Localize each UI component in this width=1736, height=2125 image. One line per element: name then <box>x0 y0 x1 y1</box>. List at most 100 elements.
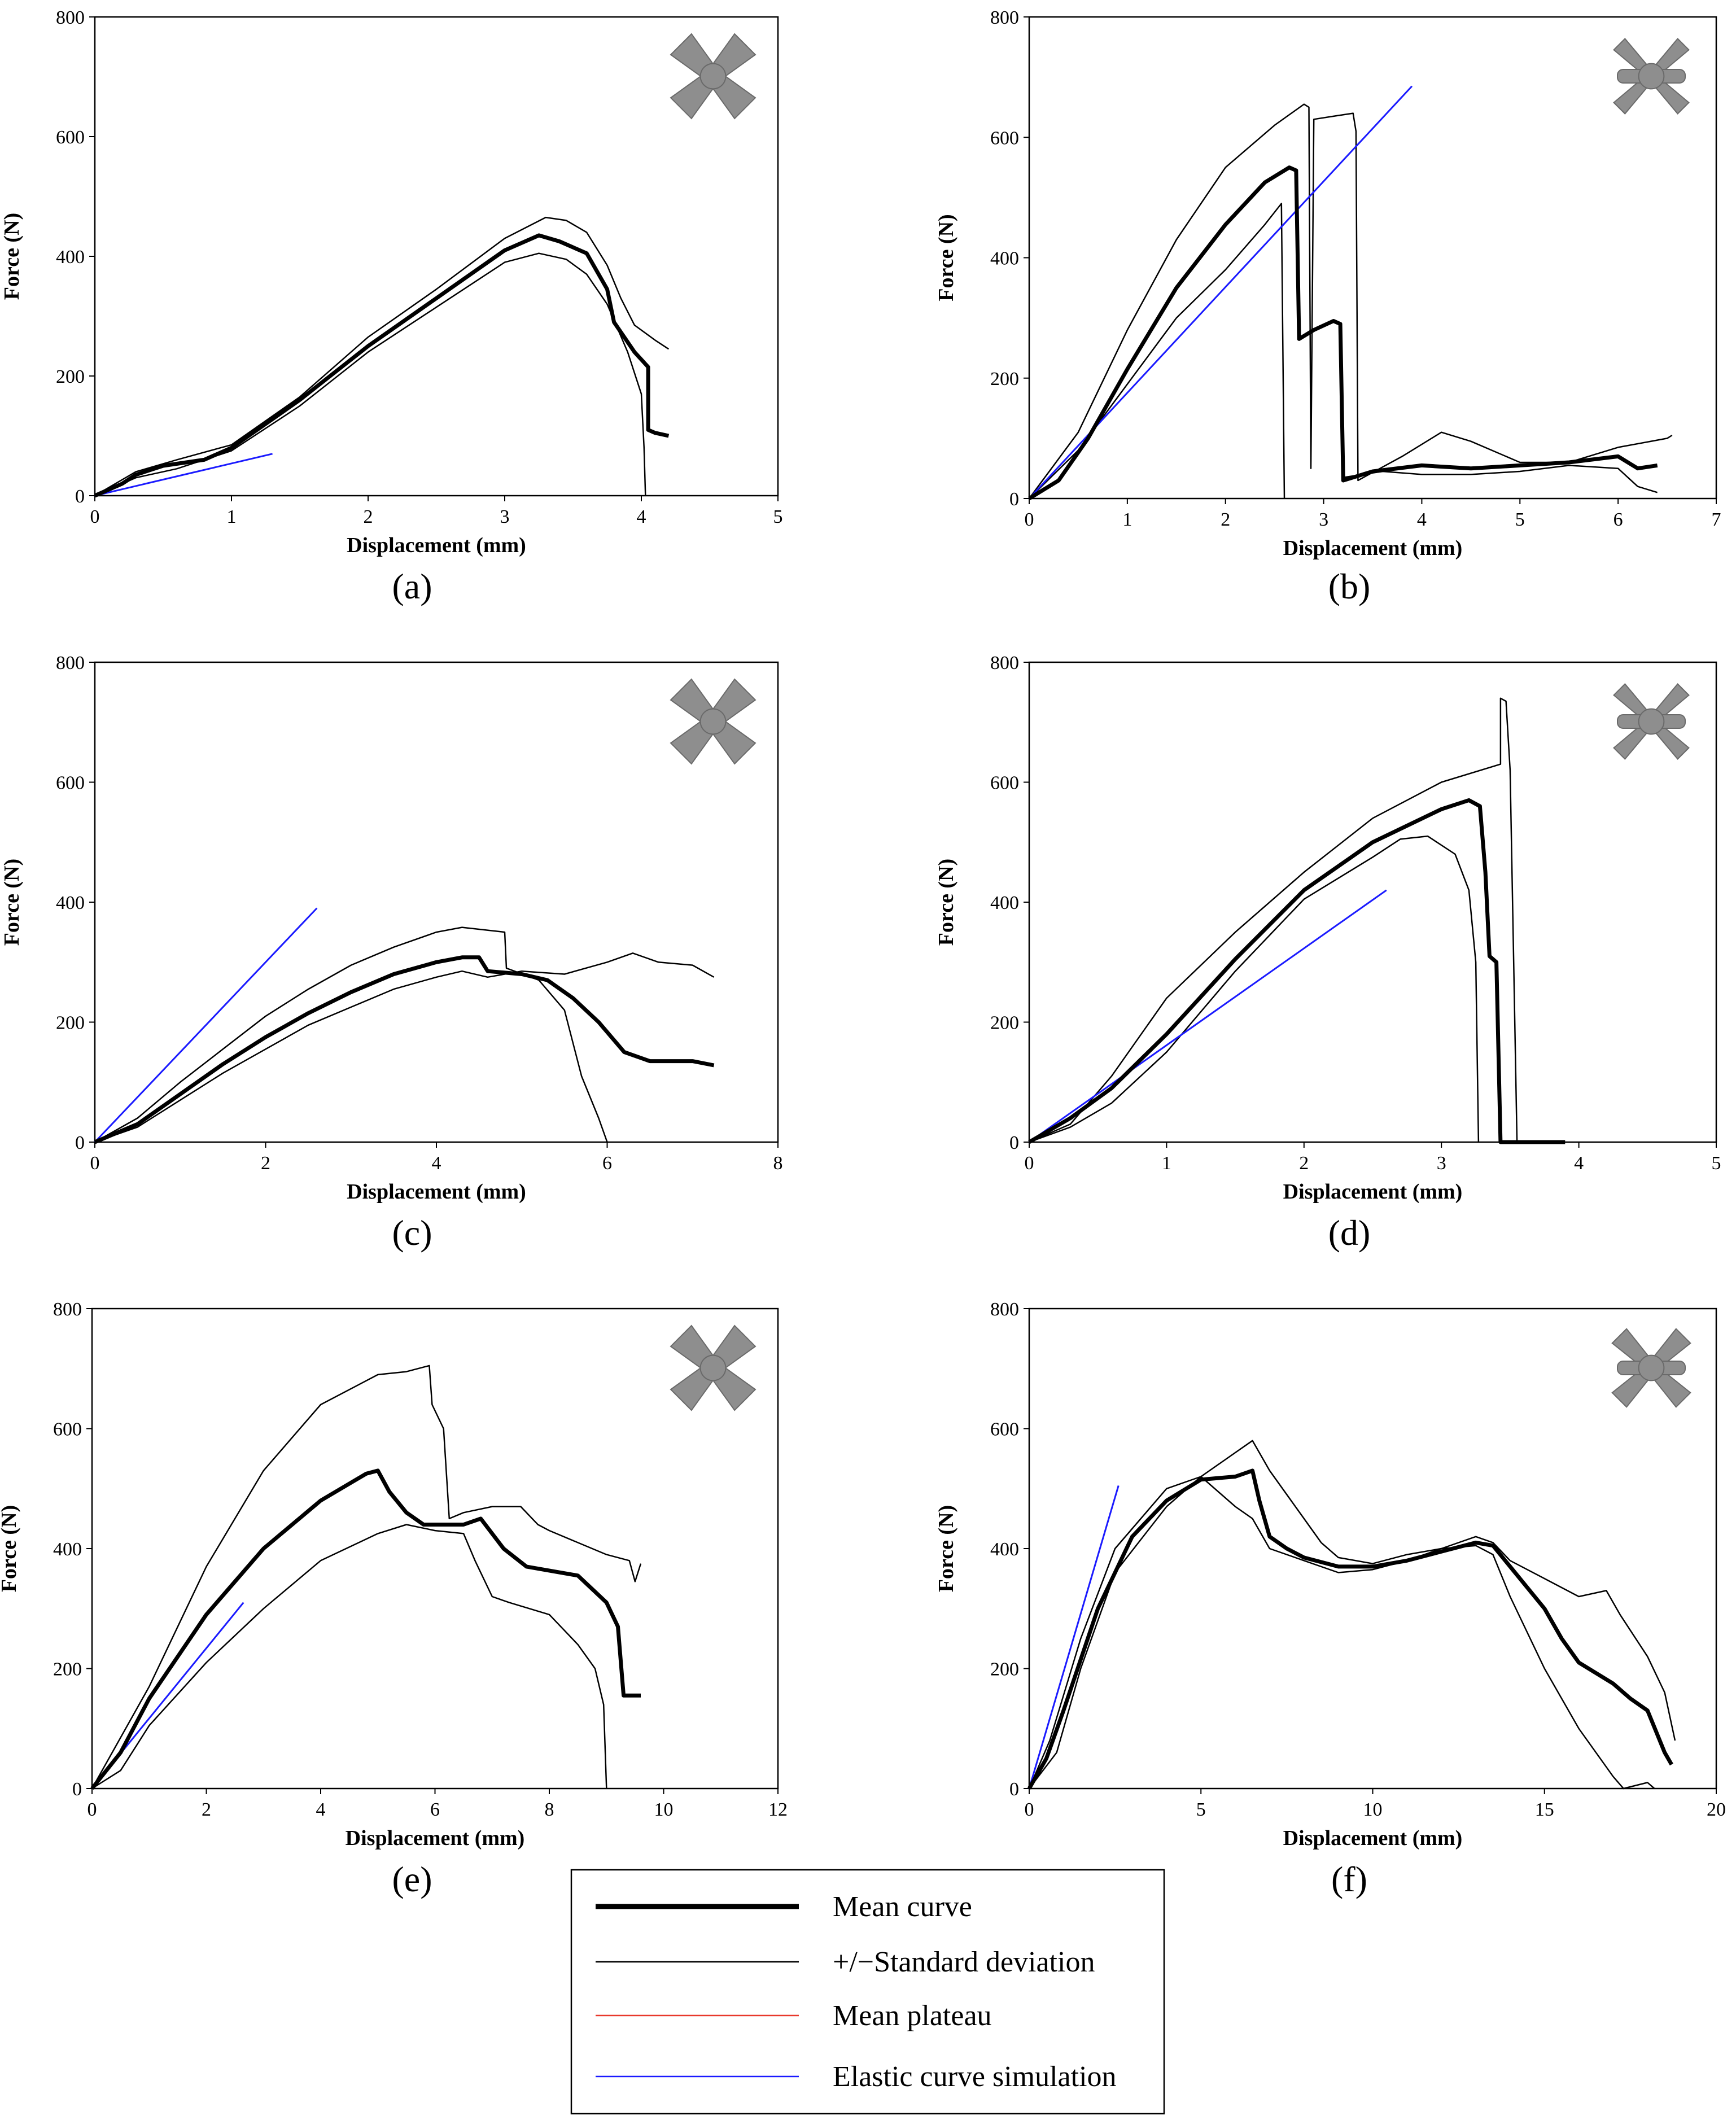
lattice-cell-icon <box>670 1324 757 1411</box>
x-tick-label: 6 <box>1613 509 1623 530</box>
plot-frame <box>1028 16 1717 500</box>
y-tick-label: 600 <box>56 773 85 794</box>
series-line-std <box>1343 465 1658 493</box>
x-tick-label: 0 <box>1025 509 1034 530</box>
lattice-cell-icon <box>1613 38 1690 115</box>
legend-label-mean: Mean curve <box>833 1891 972 1923</box>
series-line-elastic <box>1028 1485 1120 1789</box>
y-tick-label: 200 <box>56 1013 85 1034</box>
y-tick-label: 0 <box>1009 1779 1019 1800</box>
x-tick-label: 1 <box>1122 509 1132 530</box>
y-tick-label: 0 <box>1009 489 1019 510</box>
x-tick-label: 3 <box>1319 509 1328 530</box>
y-tick-label: 800 <box>990 653 1019 674</box>
x-tick-label: 4 <box>1574 1153 1584 1174</box>
y-tick-label: 0 <box>1009 1133 1019 1153</box>
x-axis-title: Displacement (mm) <box>1283 536 1463 560</box>
x-tick-label: 2 <box>261 1153 270 1174</box>
panel-label: (b) <box>1328 566 1371 606</box>
panel-label: (c) <box>392 1213 432 1253</box>
legend-label-std: +/−Standard deviation <box>833 1946 1095 1978</box>
legend: Mean curve +/−Standard deviation Mean plat… <box>570 1869 1165 2115</box>
legend-box <box>570 1869 1165 2115</box>
x-tick-label: 5 <box>773 506 783 527</box>
panel-label: (e) <box>392 1859 432 1899</box>
panel-label: (d) <box>1328 1213 1371 1253</box>
lattice-cell-icon <box>1611 1328 1691 1408</box>
x-tick-label: 15 <box>1535 1799 1554 1820</box>
icon-node <box>699 63 727 90</box>
series-line-mean <box>90 1468 641 1790</box>
series-line-std <box>1029 1440 1676 1789</box>
x-tick-label: 4 <box>1417 509 1427 530</box>
y-tick-label: 600 <box>990 773 1019 794</box>
y-tick-label: 800 <box>990 1299 1019 1320</box>
x-tick-label: 0 <box>1025 1153 1034 1174</box>
series-line-elastic <box>94 453 273 497</box>
x-tick-label: 0 <box>90 506 100 527</box>
series-line-elastic <box>1028 85 1413 500</box>
series-line-std <box>1028 1476 1655 1790</box>
x-tick-label: 2 <box>202 1799 211 1820</box>
x-tick-label: 8 <box>773 1153 783 1174</box>
y-tick-label: 400 <box>990 1539 1019 1560</box>
chart-panel-d: 0 1 2 3 4 5 0 200 400 600 800 Displacement (mm) Forc… <box>934 653 1721 1253</box>
icon-node <box>699 1354 727 1381</box>
legend-items: Mean curve +/−Standard deviation Mean plat… <box>596 1891 1117 2093</box>
x-tick-label: 5 <box>1196 1799 1206 1820</box>
x-tick-label: 1 <box>1162 1153 1171 1174</box>
y-tick-label: 200 <box>990 369 1019 390</box>
x-tick-label: 5 <box>1515 509 1525 530</box>
x-axis-title: Displacement (mm) <box>346 1826 525 1850</box>
y-tick-label: 200 <box>990 1659 1019 1680</box>
chart-panel-e: 0 2 4 6 8 10 12 0 200 400 600 800 Displacement (mm) F… <box>0 1299 788 1899</box>
y-tick-label: 800 <box>56 653 85 674</box>
x-axis-title: Displacement (mm) <box>347 1180 526 1204</box>
x-tick-label: 0 <box>88 1799 97 1820</box>
series-line-elastic <box>94 907 318 1143</box>
x-tick-label: 0 <box>1025 1799 1034 1820</box>
y-tick-label: 600 <box>56 127 85 148</box>
chart-panel-b: 0 1 2 3 4 5 6 7 0 200 400 600 800 Displacement (mm) Fo… <box>934 7 1721 606</box>
y-axis-title: Force (N) <box>0 1505 21 1592</box>
y-tick-label: 0 <box>75 1133 85 1153</box>
y-tick-label: 400 <box>990 248 1019 269</box>
x-axis-title: Displacement (mm) <box>1283 1180 1463 1204</box>
y-tick-label: 400 <box>56 893 85 913</box>
series-line-std <box>91 1365 642 1789</box>
series-line-std <box>94 216 670 497</box>
y-tick-label: 400 <box>990 893 1019 913</box>
y-tick-label: 200 <box>53 1659 82 1680</box>
y-axis-title: Force (N) <box>934 859 958 946</box>
y-tick-label: 0 <box>75 486 85 507</box>
y-axis-title: Force (N) <box>934 214 958 301</box>
chart-panel-a: 0 1 2 3 4 5 0 200 400 600 800 Displacement (mm) Forc… <box>0 7 783 606</box>
x-tick-label: 3 <box>1437 1153 1446 1174</box>
series-line-std <box>1029 835 1480 1143</box>
series-line-std <box>1028 103 1673 499</box>
y-axis-title: Force (N) <box>0 213 24 300</box>
series-line-std <box>91 1524 607 1790</box>
series-line-elastic <box>1029 889 1387 1143</box>
y-axis-title: Force (N) <box>0 859 24 946</box>
x-tick-label: 3 <box>500 506 510 527</box>
y-tick-label: 0 <box>72 1779 82 1800</box>
x-tick-label: 20 <box>1707 1799 1726 1820</box>
plot-frame <box>1028 1308 1717 1790</box>
x-tick-label: 4 <box>316 1799 326 1820</box>
x-tick-label: 6 <box>430 1799 440 1820</box>
x-axis-title: Displacement (mm) <box>347 534 526 557</box>
x-tick-label: 10 <box>1363 1799 1383 1820</box>
y-tick-label: 600 <box>53 1419 82 1440</box>
y-tick-label: 600 <box>990 1419 1019 1440</box>
series-line-mean <box>1027 1468 1673 1790</box>
x-tick-label: 12 <box>768 1799 788 1820</box>
x-tick-label: 1 <box>227 506 237 527</box>
x-tick-label: 7 <box>1712 509 1721 530</box>
icon-node <box>1638 1354 1665 1381</box>
y-tick-label: 200 <box>56 366 85 387</box>
x-tick-label: 2 <box>364 506 373 527</box>
y-tick-label: 800 <box>53 1299 82 1320</box>
x-tick-label: 2 <box>1299 1153 1309 1174</box>
